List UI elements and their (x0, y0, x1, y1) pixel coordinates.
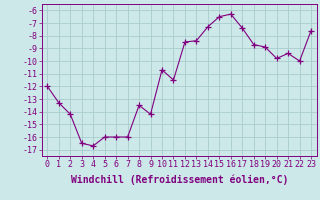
X-axis label: Windchill (Refroidissement éolien,°C): Windchill (Refroidissement éolien,°C) (70, 175, 288, 185)
